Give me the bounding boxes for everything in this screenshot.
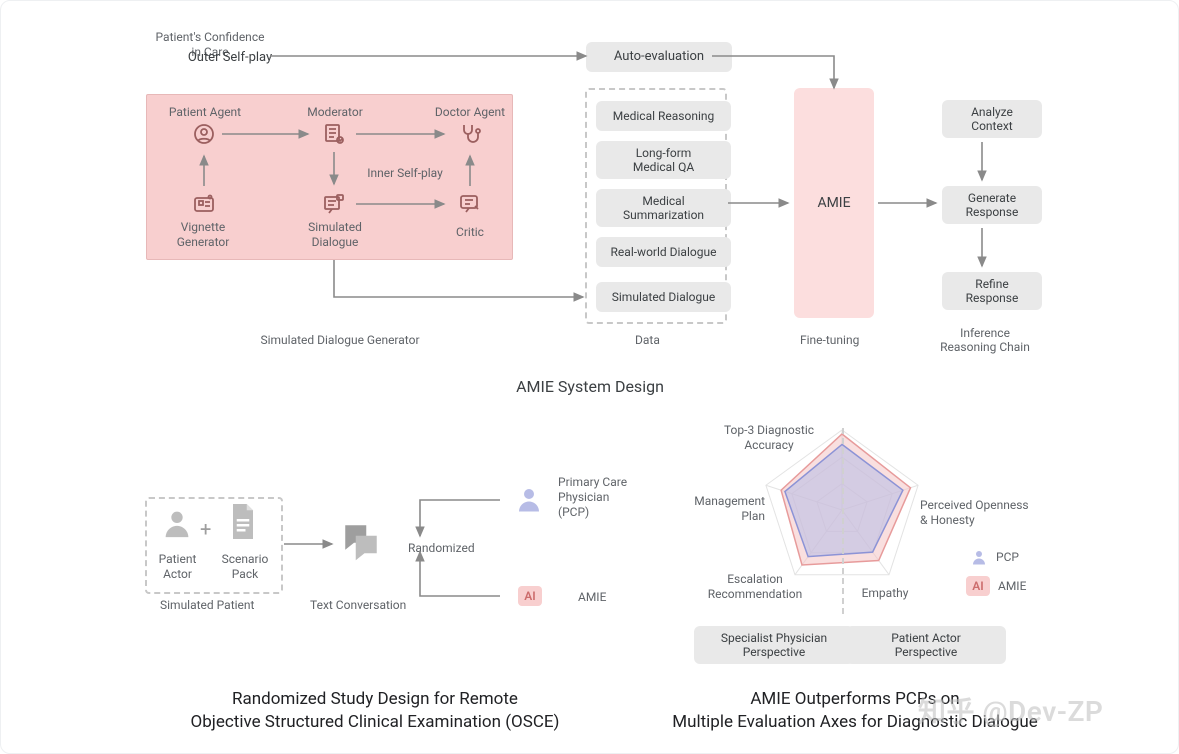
chat-icon [340, 520, 382, 562]
ai-badge: AI [518, 586, 542, 606]
perspective-0: Specialist Physician Perspective [694, 626, 854, 664]
perspective-1: Patient Actor Perspective [846, 626, 1006, 664]
legend-amie: AI AMIE [966, 576, 1026, 596]
sim-patient-label: Simulated Patient [160, 598, 254, 612]
osce-title: Randomized Study Design for Remote Objec… [160, 688, 590, 734]
simgen-label: Simulated Dialogue Generator [240, 333, 440, 347]
scenario-pack-icon [228, 504, 258, 540]
moderator-icon [322, 122, 346, 146]
watermark: 知乎 @Dev-ZP [918, 690, 1103, 730]
randomized-label: Randomized [408, 541, 475, 555]
data-item-3: Real-world Dialogue [596, 237, 731, 267]
patient-agent-icon [192, 122, 216, 146]
doctor-agent-icon [458, 122, 482, 146]
radar-axis-4: Management Plan [675, 494, 765, 524]
critic-label: Critic [445, 225, 495, 240]
patient-actor-icon [160, 506, 194, 540]
legend-pcp: PCP [970, 548, 1019, 566]
vignette-generator-label: Vignette Generator [168, 220, 238, 250]
ai-badge-small: AI [966, 576, 990, 596]
inner-self-play-label: Inner Self-play [360, 166, 450, 181]
text-conv-label: Text Conversation [310, 598, 406, 612]
auto-eval-box: Auto-evaluation [586, 42, 732, 72]
radar-axis-1: Perceived Openness & Honesty [920, 498, 1040, 528]
data-item-1: Long-form Medical QA [596, 141, 731, 179]
diagram-canvas: Patient's Confidence in Care Outer Self-… [0, 0, 1179, 754]
legend-pcp-label: PCP [996, 550, 1019, 564]
amie-label-bottom: AMIE [578, 590, 606, 604]
chain-1: Generate Response [942, 186, 1042, 224]
amie-box: AMIE [794, 88, 874, 318]
radar-axis-2: Empathy [850, 586, 920, 601]
radar-axis-3: Escalation Recommendation [700, 572, 810, 602]
data-item-2: Medical Summarization [596, 189, 731, 227]
critic-icon [458, 192, 482, 216]
finetune-label: Fine-tuning [800, 333, 859, 347]
vignette-generator-icon [192, 192, 216, 216]
amie-system-title: AMIE System Design [455, 377, 725, 396]
doctor-agent-label: Doctor Agent [430, 105, 510, 120]
data-label: Data [635, 333, 660, 347]
legend-amie-label: AMIE [998, 579, 1026, 593]
data-item-4: Simulated Dialogue [596, 282, 731, 312]
simulated-dialogue-icon [322, 192, 346, 216]
plus-icon: + [200, 517, 211, 541]
pcp-label: Primary Care Physician (PCP) [558, 475, 638, 520]
radar-divider [842, 428, 844, 614]
pcp-icon [514, 484, 550, 520]
chain-2: Refine Response [942, 272, 1042, 310]
chain-0: Analyze Context [942, 100, 1042, 138]
patient-actor-label: Patient Actor [150, 552, 205, 582]
patient-agent-label: Patient Agent [165, 105, 245, 120]
simulated-dialogue-label: Simulated Dialogue [300, 220, 370, 250]
scenario-pack-label: Scenario Pack [215, 552, 275, 582]
moderator-label: Moderator [300, 105, 370, 120]
chain-label: Inference Reasoning Chain [930, 326, 1040, 354]
outer-self-play-label: Outer Self-play [180, 50, 280, 66]
radar-axis-0: Top-3 Diagnostic Accuracy [714, 423, 824, 453]
data-item-0: Medical Reasoning [596, 101, 731, 131]
